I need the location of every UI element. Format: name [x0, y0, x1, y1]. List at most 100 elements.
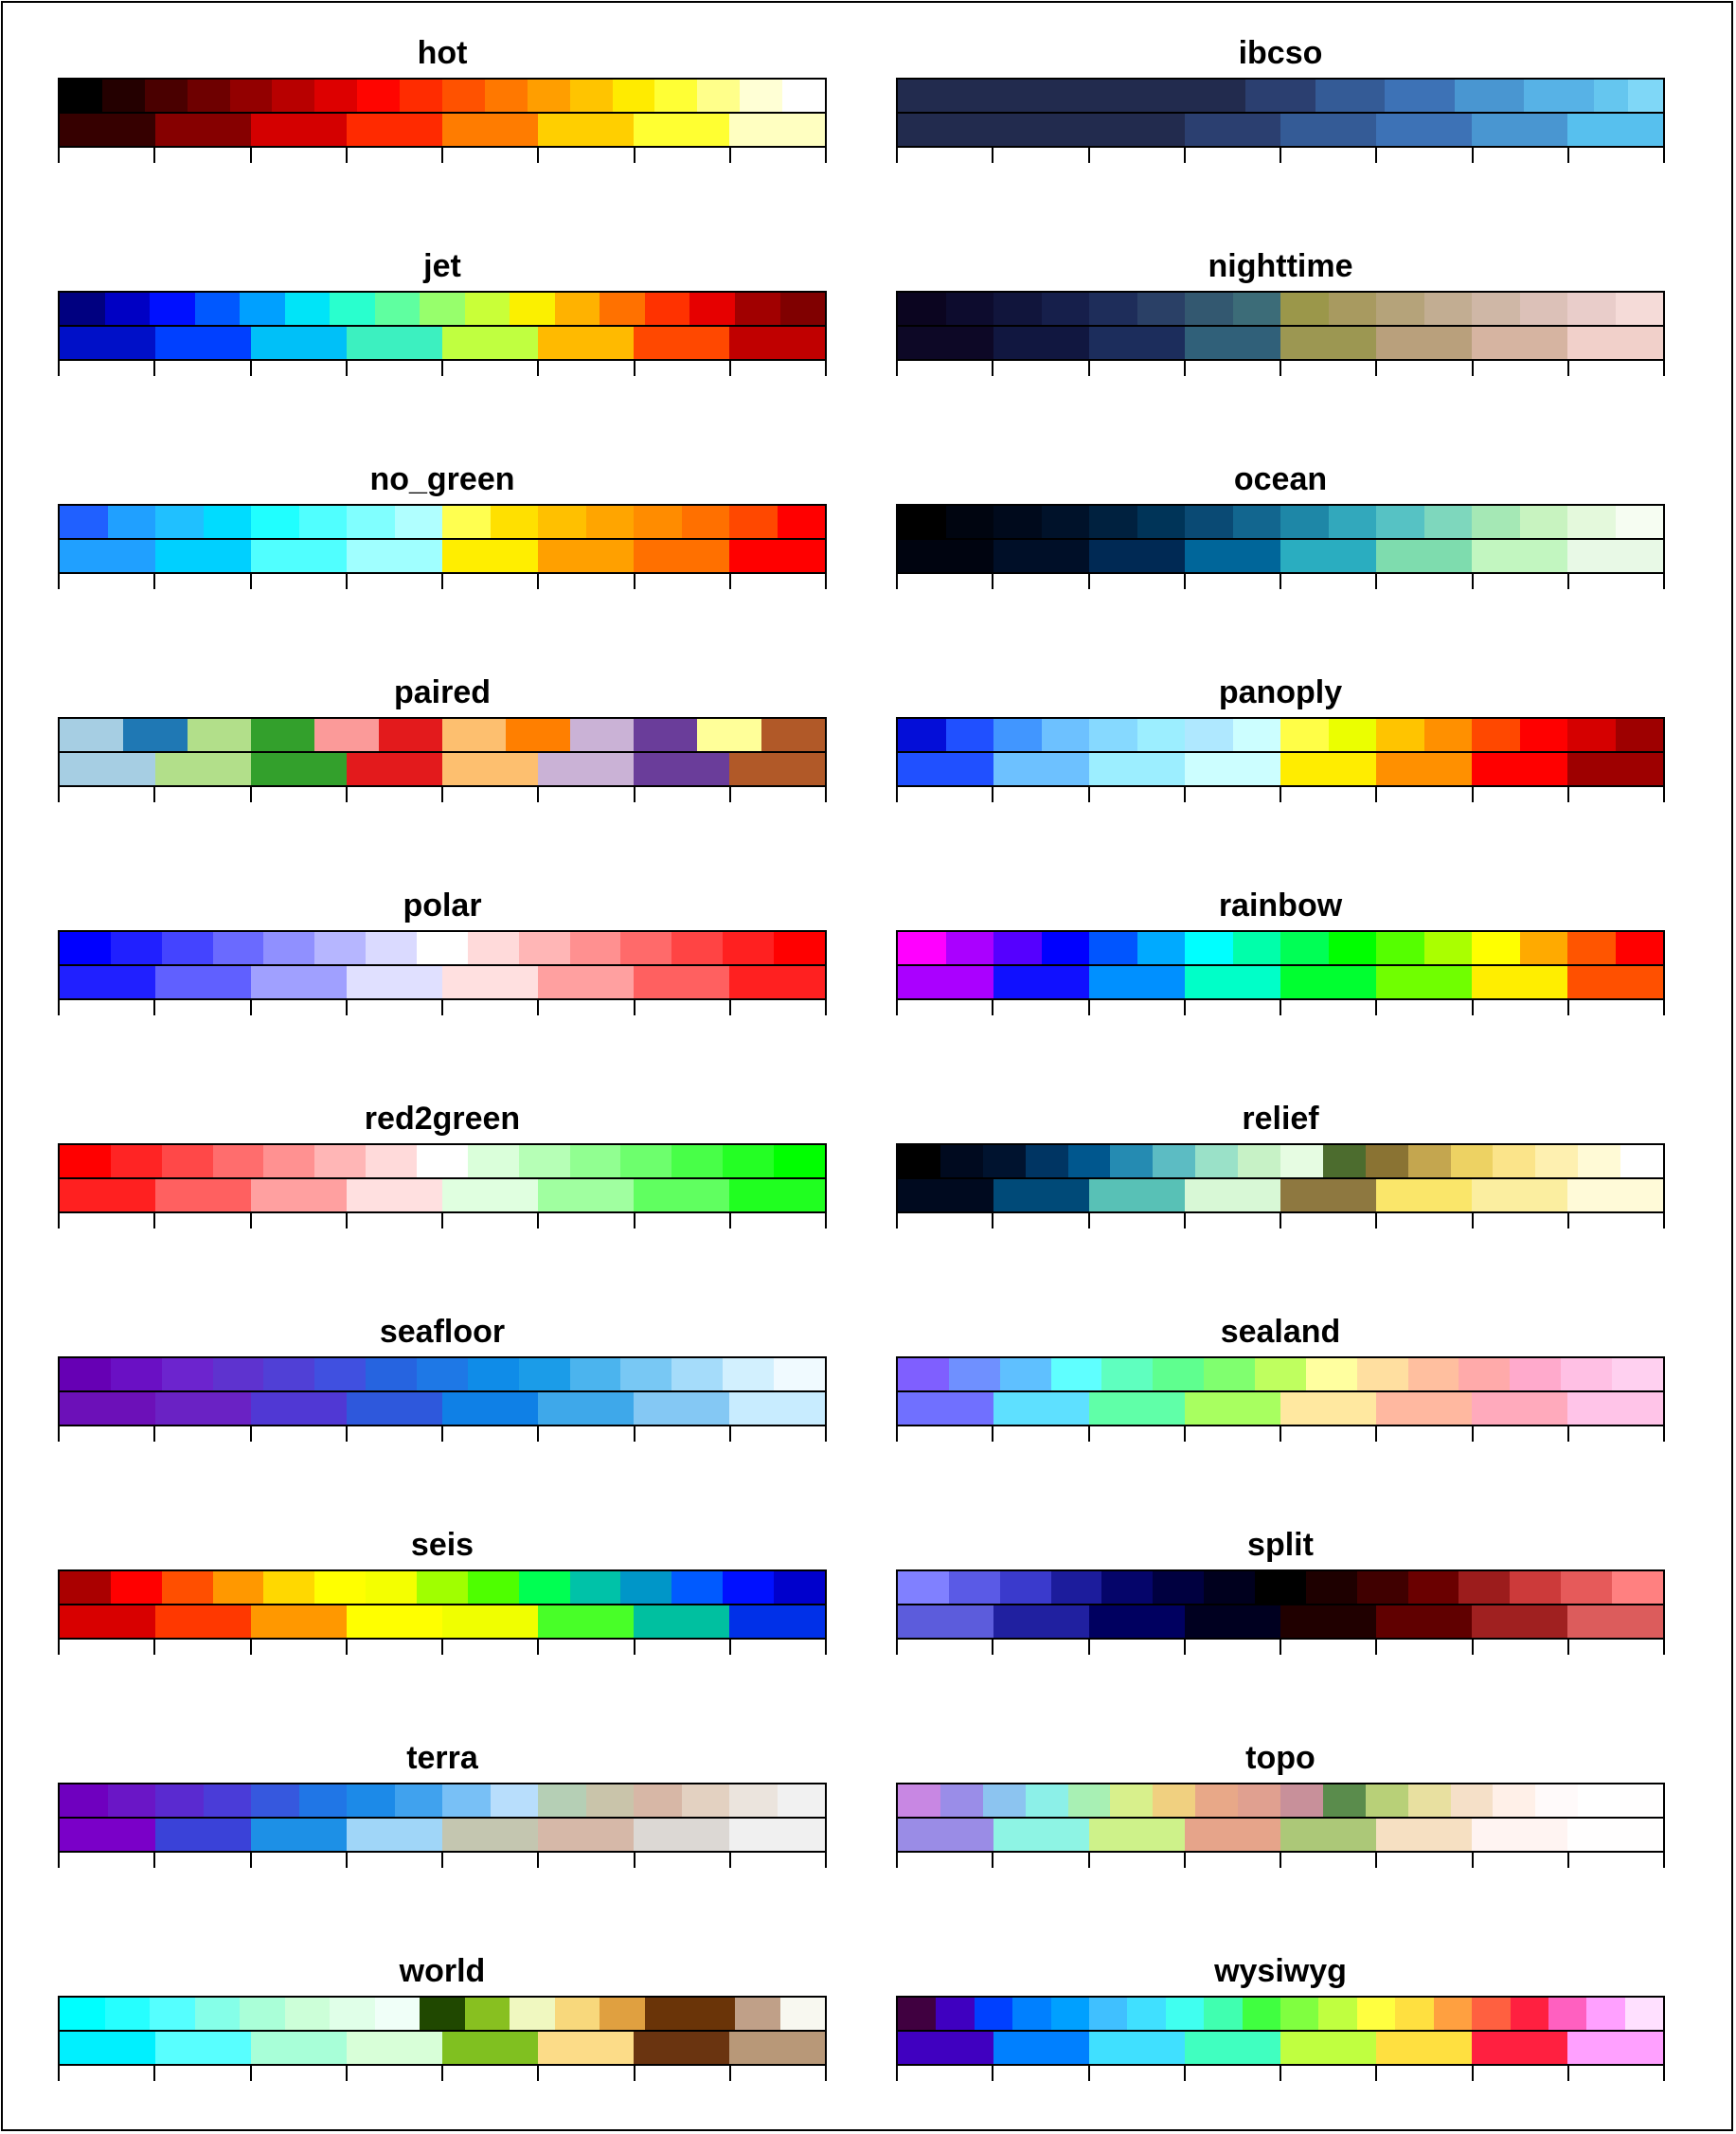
color-stop	[1036, 80, 1072, 112]
color-bin	[60, 1605, 155, 1638]
color-bin	[1472, 1392, 1567, 1425]
color-bin	[442, 1819, 538, 1851]
color-stop	[155, 1784, 204, 1817]
tick-mark	[634, 1426, 635, 1442]
color-bin	[347, 540, 442, 572]
color-stop	[441, 719, 507, 751]
tick-mark	[634, 361, 635, 376]
color-stop	[250, 719, 315, 751]
color-stop	[993, 506, 1042, 538]
colormap-panel-topo: topo	[896, 1737, 1665, 1889]
discrete-colorbar	[58, 964, 827, 1000]
color-stop	[779, 1998, 825, 2030]
tick-mark	[58, 148, 60, 163]
color-stop	[110, 932, 162, 964]
color-stop	[1067, 1784, 1111, 1817]
color-stop	[161, 1145, 213, 1177]
color-stop	[1612, 1571, 1663, 1604]
tick-mark	[1472, 1853, 1474, 1868]
color-bin	[155, 753, 251, 785]
color-bin	[1472, 327, 1567, 359]
color-stop	[298, 1784, 347, 1817]
tick-mark	[729, 1640, 731, 1655]
color-stop	[1510, 1571, 1562, 1604]
tick-mark	[1567, 361, 1569, 376]
color-bin	[155, 966, 251, 998]
tick-mark	[537, 574, 539, 589]
color-stop	[948, 1358, 1000, 1390]
color-stop	[1567, 506, 1616, 538]
tick-mark	[346, 787, 348, 802]
color-stop	[187, 80, 230, 112]
tick-mark	[1472, 1000, 1474, 1015]
color-stop	[203, 506, 251, 538]
color-stop	[1365, 1784, 1408, 1817]
color-bin	[1280, 753, 1376, 785]
tick-mark	[441, 1426, 443, 1442]
tick-mark	[153, 1853, 155, 1868]
color-stop	[932, 80, 968, 112]
color-stop	[1153, 1145, 1196, 1177]
color-bin	[1089, 540, 1185, 572]
tick-mark	[537, 1000, 539, 1015]
discrete-colorbar	[58, 1604, 827, 1640]
color-stop	[150, 293, 195, 325]
tick-mark	[1280, 148, 1281, 163]
discrete-colorbar	[58, 325, 827, 361]
color-stop	[1519, 506, 1567, 538]
tick-mark	[153, 1640, 155, 1655]
tick-mark	[537, 2066, 539, 2081]
color-bin	[251, 2032, 347, 2064]
color-stop	[1242, 1998, 1281, 2030]
color-stop	[1407, 1571, 1459, 1604]
tick-mark	[1663, 1000, 1665, 1015]
tick-mark	[825, 1000, 827, 1015]
tick-mark	[825, 1640, 827, 1655]
color-stop	[394, 1784, 442, 1817]
color-bin	[729, 540, 825, 572]
color-bin	[898, 2032, 993, 2064]
color-stop	[1071, 80, 1107, 112]
color-bin	[60, 1179, 155, 1211]
tick-mark	[1663, 148, 1665, 163]
tick-mark	[1472, 1213, 1474, 1228]
color-stop	[314, 719, 379, 751]
tick-mark	[153, 1000, 155, 1015]
color-bin	[729, 1179, 825, 1211]
color-bin	[1089, 1819, 1185, 1851]
color-stop	[554, 1998, 600, 2030]
color-stop	[1050, 1358, 1102, 1390]
tick-marks	[58, 361, 827, 376]
color-bin	[729, 1605, 825, 1638]
tick-mark	[1472, 361, 1474, 376]
color-bin	[1280, 966, 1376, 998]
color-stop	[671, 1358, 724, 1390]
color-bin	[1567, 327, 1663, 359]
tick-mark	[1567, 1000, 1569, 1015]
tick-mark	[1184, 1000, 1186, 1015]
color-bin	[898, 540, 993, 572]
color-stop	[1204, 1998, 1243, 2030]
colormap-title: red2green	[364, 1101, 521, 1137]
tick-mark	[250, 361, 252, 376]
tick-mark	[1280, 1213, 1281, 1228]
tick-mark	[634, 1213, 635, 1228]
color-stop	[212, 1145, 264, 1177]
color-stop	[1110, 1784, 1154, 1817]
color-stop	[729, 1784, 778, 1817]
color-bin	[1472, 114, 1567, 146]
color-stop	[1315, 80, 1351, 112]
color-stop	[634, 1784, 682, 1817]
colormap-title: sealand	[1220, 1314, 1341, 1350]
tick-mark	[1567, 148, 1569, 163]
color-bin	[1185, 1392, 1280, 1425]
color-stop	[1395, 1998, 1434, 2030]
tick-mark	[346, 1853, 348, 1868]
color-bin	[1185, 966, 1280, 998]
color-stop	[1450, 1784, 1494, 1817]
color-stop	[729, 506, 778, 538]
color-stop	[110, 1358, 162, 1390]
color-stop	[203, 1784, 251, 1817]
colormap-title: ibcso	[1238, 35, 1323, 71]
discrete-colorbar	[58, 112, 827, 148]
